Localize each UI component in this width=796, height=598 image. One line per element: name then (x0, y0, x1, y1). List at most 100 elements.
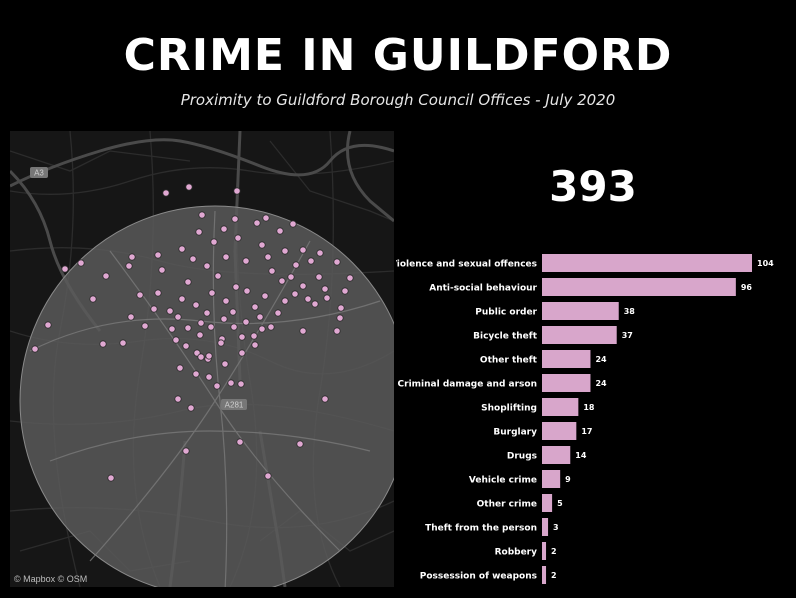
crime-point[interactable] (281, 297, 289, 305)
crime-point[interactable] (304, 295, 312, 303)
crime-point[interactable] (102, 272, 110, 280)
crime-point[interactable] (141, 322, 149, 330)
crime-point[interactable] (210, 238, 218, 246)
crime-point[interactable] (316, 249, 324, 257)
crime-point[interactable] (61, 265, 69, 273)
crime-point[interactable] (276, 227, 284, 235)
crime-point[interactable] (182, 342, 190, 350)
crime-point[interactable] (232, 283, 240, 291)
crime-point[interactable] (333, 327, 341, 335)
crime-point[interactable] (185, 183, 193, 191)
bar[interactable] (542, 566, 547, 584)
crime-point[interactable] (203, 309, 211, 317)
crime-point[interactable] (227, 379, 235, 387)
crime-point[interactable] (213, 382, 221, 390)
crime-point[interactable] (222, 297, 230, 305)
crime-point[interactable] (299, 246, 307, 254)
crime-point[interactable] (162, 189, 170, 197)
crime-point[interactable] (321, 395, 329, 403)
bar[interactable] (542, 398, 579, 416)
bar[interactable] (542, 446, 571, 464)
crime-point[interactable] (333, 258, 341, 266)
crime-point[interactable] (154, 289, 162, 297)
crime-point[interactable] (197, 353, 205, 361)
crime-point[interactable] (221, 360, 229, 368)
crime-point[interactable] (31, 345, 39, 353)
bar[interactable] (542, 278, 736, 296)
crime-point[interactable] (233, 187, 241, 195)
bar[interactable] (542, 254, 752, 272)
crime-point[interactable] (238, 349, 246, 357)
crime-point[interactable] (174, 313, 182, 321)
crime-point[interactable] (346, 274, 354, 282)
crime-point[interactable] (207, 323, 215, 331)
crime-point[interactable] (251, 341, 259, 349)
crime-point[interactable] (234, 234, 242, 242)
crime-point[interactable] (274, 309, 282, 317)
crime-point[interactable] (203, 262, 211, 270)
bar[interactable] (542, 350, 591, 368)
crime-point[interactable] (208, 289, 216, 297)
crime-point[interactable] (178, 245, 186, 253)
crime-point[interactable] (323, 294, 331, 302)
crime-point[interactable] (336, 314, 344, 322)
crime-point[interactable] (299, 282, 307, 290)
crime-point[interactable] (174, 395, 182, 403)
bar[interactable] (542, 518, 549, 536)
crime-point[interactable] (205, 373, 213, 381)
crime-point[interactable] (136, 291, 144, 299)
bar[interactable] (542, 302, 619, 320)
crime-point[interactable] (119, 339, 127, 347)
bar[interactable] (542, 374, 591, 392)
crime-point[interactable] (77, 259, 85, 267)
crime-point[interactable] (192, 370, 200, 378)
crime-point[interactable] (222, 253, 230, 261)
crime-point[interactable] (292, 261, 300, 269)
crime-point[interactable] (278, 277, 286, 285)
crime-point[interactable] (220, 315, 228, 323)
crime-point[interactable] (184, 278, 192, 286)
crime-point[interactable] (107, 474, 115, 482)
crime-point[interactable] (150, 305, 158, 313)
crime-point[interactable] (251, 303, 259, 311)
crime-point[interactable] (242, 318, 250, 326)
crime-point[interactable] (237, 380, 245, 388)
crime-point[interactable] (261, 292, 269, 300)
crime-point[interactable] (99, 340, 107, 348)
crime-point[interactable] (289, 220, 297, 228)
crime-point[interactable] (281, 247, 289, 255)
crime-point[interactable] (217, 339, 225, 347)
crime-point[interactable] (291, 290, 299, 298)
crime-point[interactable] (267, 323, 275, 331)
crime-point[interactable] (44, 321, 52, 329)
crime-point[interactable] (231, 215, 239, 223)
crime-point[interactable] (311, 300, 319, 308)
bar[interactable] (542, 470, 561, 488)
crime-point[interactable] (299, 327, 307, 335)
crime-point[interactable] (178, 295, 186, 303)
bar[interactable] (542, 422, 577, 440)
crime-point[interactable] (189, 255, 197, 263)
crime-point[interactable] (315, 273, 323, 281)
crime-point[interactable] (187, 404, 195, 412)
crime-point[interactable] (242, 257, 250, 265)
crime-point[interactable] (172, 336, 180, 344)
crime-point[interactable] (264, 472, 272, 480)
crime-point[interactable] (197, 319, 205, 327)
crime-point[interactable] (127, 313, 135, 321)
crime-point[interactable] (176, 364, 184, 372)
crime-point[interactable] (296, 440, 304, 448)
crime-point[interactable] (337, 304, 345, 312)
crime-point[interactable] (205, 352, 213, 360)
crime-point[interactable] (229, 308, 237, 316)
crime-point[interactable] (341, 287, 349, 295)
crime-point[interactable] (258, 241, 266, 249)
crime-point[interactable] (182, 447, 190, 455)
crime-point[interactable] (287, 273, 295, 281)
crime-point[interactable] (262, 214, 270, 222)
crime-point[interactable] (256, 313, 264, 321)
crime-point[interactable] (89, 295, 97, 303)
crime-point[interactable] (158, 266, 166, 274)
bar[interactable] (542, 542, 547, 560)
crime-point[interactable] (196, 331, 204, 339)
